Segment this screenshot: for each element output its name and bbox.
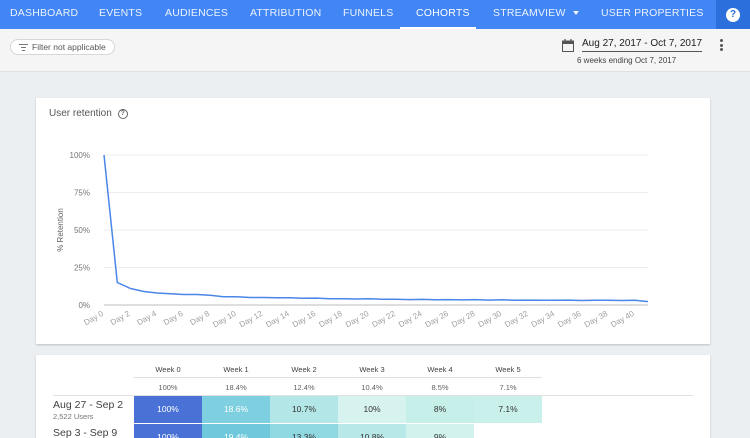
x-tick-label: Day 22 (370, 309, 397, 330)
column-header: Week 4 (427, 365, 453, 374)
y-tick-label: 100% (70, 151, 90, 160)
date-range-picker[interactable]: Aug 27, 2017 - Oct 7, 2017 (582, 38, 702, 52)
cohort-table-card: Week 0 100% Week 1 18.4% Week 2 12.4% Week 3 10… (36, 355, 710, 438)
tab-streamview-label: STREAMVIEW (493, 7, 566, 19)
tab-audiences[interactable]: AUDIENCES (165, 7, 229, 19)
x-tick-label: Day 18 (317, 309, 344, 330)
cohort-row-label: Sep 3 - Sep 9 (53, 427, 118, 438)
tab-funnels[interactable]: FUNNELS (343, 7, 394, 19)
tab-user-properties[interactable]: USER PROPERTIES (601, 7, 704, 19)
tab-events[interactable]: EVENTS (99, 7, 143, 19)
y-axis-label: % Retention (56, 208, 65, 252)
y-tick-label: 0% (78, 301, 90, 310)
x-tick-label: Day 38 (583, 309, 610, 330)
x-tick-label: Day 4 (135, 309, 158, 328)
header-divider (53, 395, 693, 396)
x-tick-label: Day 36 (556, 309, 583, 330)
x-tick-label: Day 10 (211, 309, 238, 330)
help-icon: ? (726, 7, 740, 22)
x-tick-label: Day 20 (344, 309, 371, 330)
cohort-cell[interactable]: 10.7% (270, 396, 338, 423)
retention-card: User retention ? 100% 75% 50% 25% 0% % Retent… (36, 98, 710, 344)
cohort-row-label: Aug 27 - Sep 2 (53, 399, 124, 411)
cohort-cell[interactable]: 19.4% (202, 424, 270, 438)
column-total: 8.5% (431, 383, 449, 392)
cohort-cell[interactable]: 7.1% (474, 396, 542, 423)
cohort-cell[interactable]: 10% (338, 396, 406, 423)
x-tick-label: Day 12 (238, 309, 265, 330)
card-title: User retention ? (49, 108, 128, 119)
filter-label: Filter not applicable (32, 42, 106, 52)
tab-attribution[interactable]: ATTRIBUTION (250, 7, 322, 19)
header-divider (134, 377, 542, 378)
x-tick-label: Day 30 (477, 309, 504, 330)
date-range-caption: 6 weeks ending Oct 7, 2017 (577, 56, 677, 65)
chevron-down-icon (572, 11, 579, 16)
x-tick-label: Day 14 (264, 309, 291, 330)
x-tick-label: Day 26 (424, 309, 451, 330)
column-header: Week 5 (495, 365, 521, 374)
cohort-cell[interactable]: 100% (134, 396, 202, 423)
column-total: 18.4% (225, 383, 247, 392)
top-nav: DASHBOARD EVENTS AUDIENCES ATTRIBUTION F… (0, 0, 750, 29)
y-tick-label: 50% (74, 226, 90, 235)
cohort-cell[interactable]: 9% (406, 424, 474, 438)
column-header: Week 2 (291, 365, 317, 374)
x-tick-label: Day 40 (609, 309, 636, 330)
help-outline-icon[interactable]: ? (117, 108, 128, 119)
x-tick-label: Day 8 (189, 309, 212, 328)
cohort-cell[interactable] (474, 424, 542, 438)
tab-dashboard[interactable]: DASHBOARD (10, 7, 79, 19)
x-tick-label: Day 34 (530, 309, 557, 330)
cohort-cell[interactable]: 8% (406, 396, 474, 423)
x-tick-label: Day 28 (450, 309, 477, 330)
cohort-cell[interactable]: 10.8% (338, 424, 406, 438)
filter-bar: Filter not applicable Aug 27, 2017 - Oct… (0, 29, 750, 72)
tab-streamview[interactable]: STREAMVIEW (493, 0, 579, 29)
cohort-cell[interactable]: 100% (134, 424, 202, 438)
calendar-icon[interactable] (562, 39, 574, 52)
y-tick-label: 25% (74, 264, 90, 273)
column-total: 12.4% (293, 383, 315, 392)
column-total: 10.4% (361, 383, 383, 392)
column-total: 100% (158, 383, 178, 392)
filter-chip[interactable]: Filter not applicable (10, 39, 115, 55)
cohort-cell[interactable]: 18.6% (202, 396, 270, 423)
column-total: 7.1% (499, 383, 517, 392)
card-title-text: User retention (49, 108, 112, 119)
column-header: Week 3 (359, 365, 385, 374)
more-options-icon[interactable] (719, 39, 723, 51)
column-header: Week 1 (223, 365, 249, 374)
tab-cohorts[interactable]: COHORTS (416, 7, 470, 19)
active-tab-indicator (400, 27, 476, 29)
x-tick-label: Day 32 (503, 309, 530, 330)
x-tick-label: Day 16 (291, 309, 318, 330)
cohort-cell[interactable]: 13.3% (270, 424, 338, 438)
x-tick-label: Day 0 (82, 309, 105, 328)
x-tick-label: Day 24 (397, 309, 424, 330)
column-header: Week 0 (155, 365, 181, 374)
cohort-row-users: 2,522 Users (53, 412, 94, 421)
y-tick-label: 75% (74, 189, 90, 198)
x-tick-label: Day 6 (162, 309, 185, 328)
help-button[interactable]: ? (716, 0, 750, 29)
filter-icon (19, 43, 28, 51)
x-tick-label: Day 2 (109, 309, 132, 328)
retention-line (103, 154, 649, 303)
